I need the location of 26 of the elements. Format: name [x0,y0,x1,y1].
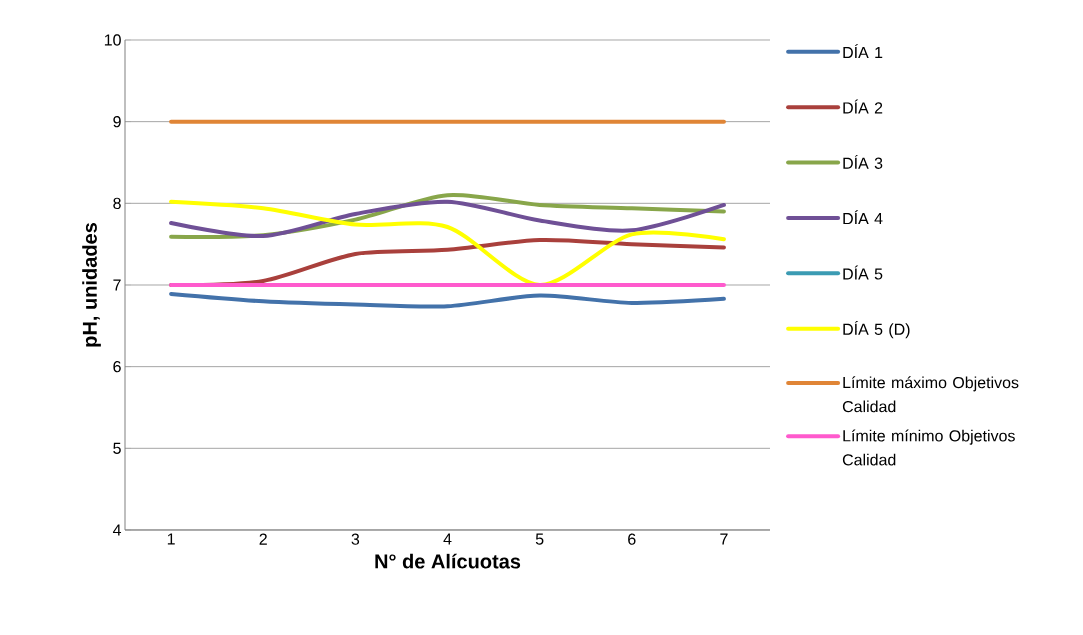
line-series [169,199,726,238]
line-series [169,291,726,309]
legend-label: DÍA 4 [843,210,883,225]
legend-label: DÍA 2 [843,99,883,114]
y-tick-label: 9 [113,115,121,128]
x-tick-label: 5 [535,533,544,545]
x-axis-title: N° de Alícuotas [375,553,521,569]
y-axis-title: pH, unidades [82,223,101,347]
y-tick-label: 7 [113,279,121,291]
x-tick-label: 2 [259,533,267,545]
legend-label: DÍA 5 [843,265,883,280]
legend-label: DÍA 1 [843,44,883,59]
x-tick-label: 3 [351,533,360,545]
x-tick-label: 7 [720,533,728,545]
legend-label: DÍA 5 (D) [843,320,910,339]
x-tick-label: 4 [443,533,452,545]
legend-label: Límite máximo Objetivos Calidad [842,376,1019,413]
y-tick-label: 6 [113,360,121,373]
y-tick-label: 10 [104,34,121,46]
y-tick-label: 5 [113,442,121,454]
legend-label: DÍA 3 [843,154,883,169]
y-tick-label: 8 [113,197,121,209]
x-tick-label: 1 [167,533,175,545]
legend-label: Límite mínimo Objetivos Calidad [842,429,1015,466]
x-tick-label: 6 [628,533,636,545]
y-tick-label: 4 [112,524,122,536]
